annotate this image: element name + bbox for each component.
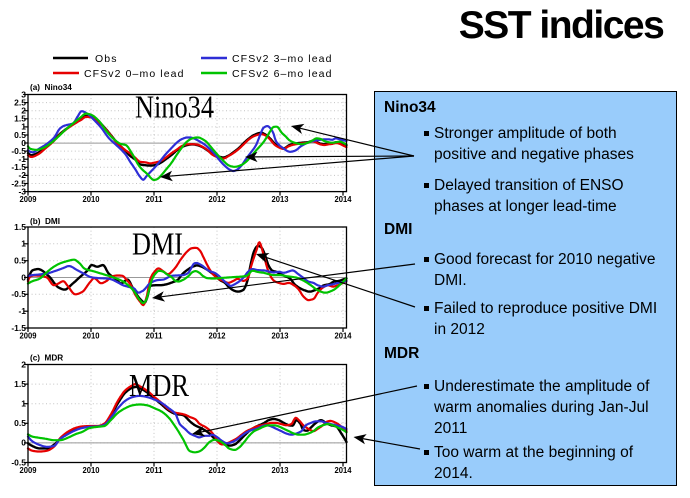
- svg-text:2009: 2009: [20, 465, 37, 475]
- svg-text:(b) DMI: (b) DMI: [30, 217, 60, 226]
- svg-text:0.5: 0.5: [14, 418, 26, 428]
- svg-text:2013: 2013: [272, 194, 289, 204]
- svg-text:2014: 2014: [335, 331, 352, 341]
- svg-text:Nino34: Nino34: [135, 90, 214, 125]
- svg-text:1.5: 1.5: [14, 379, 26, 389]
- svg-text:(c) MDR: (c) MDR: [30, 354, 63, 363]
- svg-text:2012: 2012: [209, 465, 226, 475]
- svg-text:1: 1: [21, 122, 26, 132]
- svg-text:0.5: 0.5: [14, 256, 26, 266]
- svg-text:1.5: 1.5: [14, 222, 26, 232]
- svg-text:2009: 2009: [20, 331, 37, 341]
- svg-text:2013: 2013: [272, 465, 289, 475]
- svg-text:2012: 2012: [209, 331, 226, 341]
- svg-text:0.5: 0.5: [14, 130, 26, 140]
- svg-text:3: 3: [21, 89, 26, 99]
- svg-text:2009: 2009: [20, 194, 37, 204]
- svg-text:2010: 2010: [83, 465, 100, 475]
- svg-text:2: 2: [21, 359, 26, 369]
- svg-text:1: 1: [21, 239, 26, 249]
- svg-text:2: 2: [21, 106, 26, 116]
- svg-text:2011: 2011: [146, 194, 163, 204]
- svg-text:1.5: 1.5: [14, 114, 26, 124]
- svg-text:CFSv2 6–mo lead: CFSv2 6–mo lead: [232, 68, 333, 80]
- svg-text:2010: 2010: [83, 194, 100, 204]
- svg-text:-0.5: -0.5: [11, 146, 26, 156]
- svg-text:Obs: Obs: [95, 53, 118, 65]
- svg-text:-1.5: -1.5: [11, 323, 26, 333]
- svg-text:-1: -1: [18, 306, 26, 316]
- svg-text:2013: 2013: [272, 331, 289, 341]
- svg-text:CFSv2 0–mo lead: CFSv2 0–mo lead: [84, 68, 185, 80]
- svg-text:-0.5: -0.5: [11, 457, 26, 467]
- svg-text:1: 1: [21, 399, 26, 409]
- svg-text:-1.5: -1.5: [11, 162, 26, 172]
- svg-text:2011: 2011: [146, 331, 163, 341]
- svg-text:MDR: MDR: [129, 368, 189, 403]
- svg-text:2010: 2010: [83, 331, 100, 341]
- svg-text:DMI: DMI: [132, 227, 183, 262]
- svg-text:-2: -2: [18, 170, 26, 180]
- svg-text:2014: 2014: [335, 194, 352, 204]
- svg-text:0: 0: [21, 272, 26, 282]
- svg-text:0: 0: [21, 138, 26, 148]
- svg-text:(a) Nino34: (a) Nino34: [30, 83, 72, 92]
- svg-text:2012: 2012: [209, 194, 226, 204]
- svg-text:2014: 2014: [335, 465, 352, 475]
- svg-text:2.5: 2.5: [14, 97, 26, 107]
- svg-text:0: 0: [21, 438, 26, 448]
- svg-text:2011: 2011: [146, 465, 163, 475]
- svg-text:-2.5: -2.5: [11, 178, 26, 188]
- svg-text:-3: -3: [18, 186, 26, 196]
- svg-text:-0.5: -0.5: [11, 289, 26, 299]
- svg-text:CFSv2 3–mo lead: CFSv2 3–mo lead: [232, 53, 333, 65]
- svg-text:-1: -1: [18, 154, 26, 164]
